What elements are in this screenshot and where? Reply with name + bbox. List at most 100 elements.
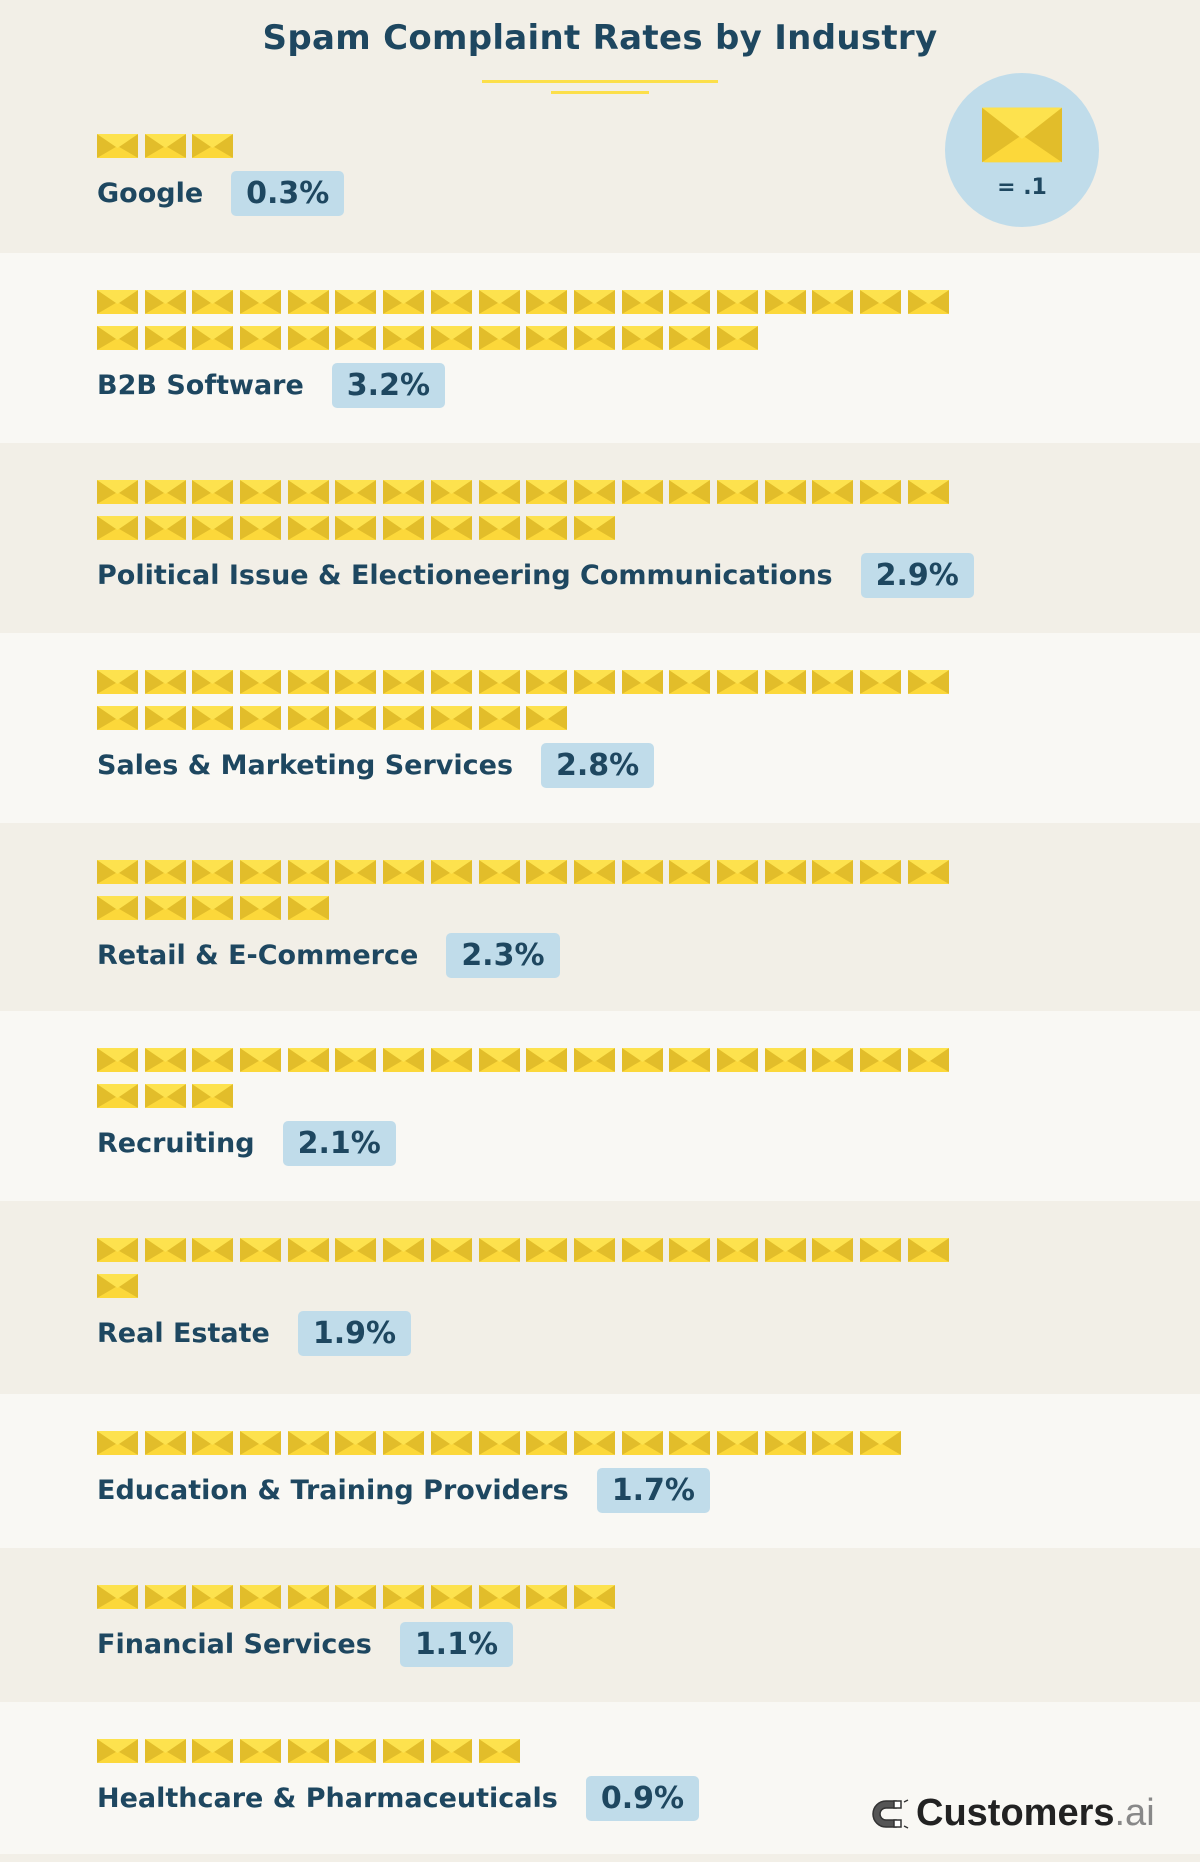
envelope-icon bbox=[573, 326, 615, 350]
category-label-row: Sales & Marketing Services 2.8% bbox=[97, 743, 1200, 788]
category-name: Political Issue & Electioneering Communi… bbox=[97, 560, 833, 591]
envelope-row bbox=[97, 1048, 1200, 1072]
envelope-icon bbox=[430, 860, 472, 884]
envelope-icon bbox=[97, 326, 138, 350]
envelope-icon bbox=[97, 516, 138, 540]
legend: = .1 bbox=[945, 73, 1099, 227]
envelope-icon bbox=[97, 1084, 138, 1108]
envelope-icon bbox=[621, 860, 663, 884]
category-name: Recruiting bbox=[97, 1128, 255, 1159]
envelope-icon bbox=[383, 1238, 425, 1262]
envelope-icon bbox=[860, 480, 901, 504]
envelope-icon bbox=[764, 1431, 806, 1455]
title-underline bbox=[482, 80, 718, 83]
envelope-icon bbox=[192, 670, 234, 694]
category-band: Sales & Marketing Services 2.8% bbox=[0, 633, 1200, 823]
envelope-icon bbox=[192, 1585, 234, 1609]
envelope-icon bbox=[192, 290, 234, 314]
envelope-icon bbox=[287, 706, 329, 730]
envelope-icon bbox=[192, 480, 234, 504]
category-label-row: Real Estate 1.9% bbox=[97, 1311, 1200, 1356]
envelope-icon bbox=[287, 1585, 329, 1609]
envelope-icon bbox=[335, 1431, 377, 1455]
envelope-icon bbox=[383, 516, 425, 540]
category-band: Recruiting 2.1% bbox=[0, 1011, 1200, 1201]
envelope-row bbox=[97, 480, 1200, 504]
envelope-icon bbox=[144, 1739, 186, 1763]
category-label-row: Google 0.3% bbox=[97, 171, 1200, 216]
value-badge: 1.7% bbox=[596, 1468, 710, 1513]
envelope-icon bbox=[860, 860, 901, 884]
envelope-icon bbox=[335, 1585, 377, 1609]
envelope-icon bbox=[716, 860, 758, 884]
envelope-icon bbox=[383, 326, 425, 350]
envelope-icon bbox=[526, 1238, 568, 1262]
chart-title: Spam Complaint Rates by Industry bbox=[262, 18, 938, 58]
envelope-icon bbox=[812, 1431, 854, 1455]
envelope-icon bbox=[478, 1585, 520, 1609]
value-badge: 2.3% bbox=[446, 933, 560, 978]
envelope-icon bbox=[192, 1084, 234, 1108]
value-badge: 2.1% bbox=[282, 1121, 396, 1166]
envelope-icon bbox=[97, 1274, 138, 1298]
envelope-icon bbox=[621, 1431, 663, 1455]
envelope-icon bbox=[573, 1048, 615, 1072]
category-name: Retail & E-Commerce bbox=[97, 940, 419, 971]
envelope-icon bbox=[144, 516, 186, 540]
envelope-icon bbox=[192, 134, 234, 158]
envelope-row bbox=[97, 1431, 1200, 1455]
envelope-icon bbox=[812, 1048, 854, 1072]
category-band: Retail & E-Commerce 2.3% bbox=[0, 823, 1200, 1011]
envelope-icon bbox=[812, 670, 854, 694]
envelope-icon bbox=[907, 480, 949, 504]
envelope-icon bbox=[335, 860, 377, 884]
envelope-icon bbox=[430, 1238, 472, 1262]
envelope-icon bbox=[335, 290, 377, 314]
envelope-icon bbox=[287, 1739, 329, 1763]
envelope-icon bbox=[97, 290, 138, 314]
envelope-icon bbox=[240, 896, 282, 920]
envelope-icon bbox=[144, 1048, 186, 1072]
envelope-icon bbox=[240, 670, 282, 694]
category-label-row: B2B Software 3.2% bbox=[97, 363, 1200, 408]
value-badge: 0.9% bbox=[585, 1776, 700, 1821]
envelope-icon bbox=[97, 706, 138, 730]
category-band: Healthcare & Pharmaceuticals 0.9% bbox=[0, 1702, 1200, 1854]
envelope-icon bbox=[144, 1084, 186, 1108]
category-band: Real Estate 1.9% bbox=[0, 1201, 1200, 1394]
legend-value: = .1 bbox=[997, 175, 1047, 200]
envelope-icon bbox=[430, 1739, 472, 1763]
category-name: Sales & Marketing Services bbox=[97, 750, 514, 781]
envelope-icon bbox=[764, 290, 806, 314]
category-name: B2B Software bbox=[97, 370, 304, 401]
envelope-icon bbox=[383, 1431, 425, 1455]
envelope-icon bbox=[240, 516, 282, 540]
envelope-icon bbox=[669, 1238, 711, 1262]
envelope-icon bbox=[192, 896, 234, 920]
envelope-icon bbox=[621, 1238, 663, 1262]
envelope-icon bbox=[97, 1238, 138, 1262]
envelope-icon bbox=[669, 480, 711, 504]
value-badge: 0.3% bbox=[231, 171, 345, 216]
magnet-icon bbox=[872, 1798, 909, 1829]
envelope-icon bbox=[478, 516, 520, 540]
envelope-icon bbox=[430, 670, 472, 694]
envelope-icon bbox=[621, 1048, 663, 1072]
envelope-icon bbox=[621, 670, 663, 694]
envelope-icon bbox=[430, 516, 472, 540]
envelope-icon bbox=[240, 326, 282, 350]
value-badge: 2.9% bbox=[860, 553, 974, 598]
category-label-row: Political Issue & Electioneering Communi… bbox=[97, 553, 1200, 598]
envelope-icon bbox=[335, 706, 377, 730]
envelope-icon bbox=[383, 1048, 425, 1072]
envelope-icon bbox=[573, 516, 615, 540]
envelope-icon bbox=[573, 1585, 615, 1609]
envelope-icon bbox=[287, 1048, 329, 1072]
logo: Customers .ai bbox=[872, 1792, 1155, 1835]
envelope-icon bbox=[716, 480, 758, 504]
envelope-icon bbox=[716, 326, 758, 350]
envelope-icon bbox=[669, 1048, 711, 1072]
envelope-icon bbox=[812, 290, 854, 314]
envelope-icon bbox=[669, 860, 711, 884]
